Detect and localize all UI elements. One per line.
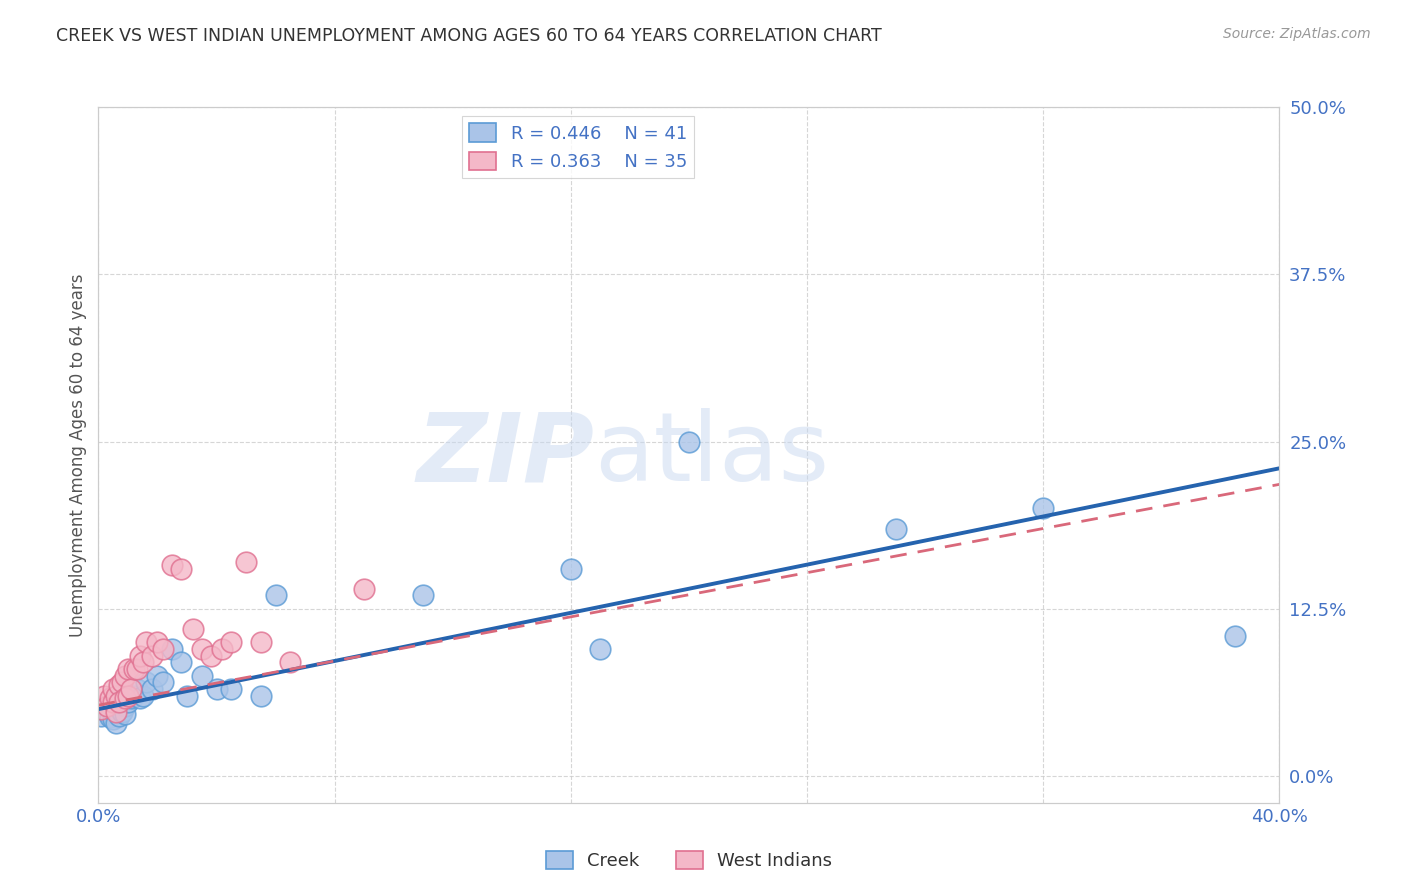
Point	[114, 699, 136, 714]
Point	[117, 689, 139, 703]
Point	[132, 689, 155, 703]
Point	[141, 648, 163, 663]
Point	[117, 662, 139, 676]
Point	[146, 669, 169, 683]
Point	[108, 708, 131, 723]
Point	[1032, 501, 1054, 516]
Point	[235, 555, 257, 569]
Point	[162, 558, 183, 572]
Point	[98, 699, 121, 714]
Point	[111, 675, 134, 690]
Point	[589, 642, 612, 657]
Point	[98, 691, 121, 706]
Point	[90, 708, 112, 723]
Point	[98, 710, 121, 724]
Point	[191, 642, 214, 657]
Point	[125, 681, 148, 696]
Point	[93, 689, 115, 703]
Point	[211, 642, 233, 657]
Point	[250, 635, 273, 649]
Point	[412, 589, 434, 603]
Point	[111, 696, 134, 710]
Point	[219, 681, 242, 696]
Y-axis label: Unemployment Among Ages 60 to 64 years: Unemployment Among Ages 60 to 64 years	[69, 273, 87, 637]
Point	[200, 648, 222, 663]
Point	[170, 562, 193, 576]
Point	[103, 681, 125, 696]
Point	[1223, 628, 1246, 642]
Point	[678, 434, 700, 449]
Point	[114, 707, 136, 722]
Point	[122, 662, 145, 676]
Point	[108, 696, 131, 710]
Point	[93, 702, 115, 716]
Point	[90, 702, 112, 716]
Point	[96, 699, 118, 714]
Text: CREEK VS WEST INDIAN UNEMPLOYMENT AMONG AGES 60 TO 64 YEARS CORRELATION CHART: CREEK VS WEST INDIAN UNEMPLOYMENT AMONG …	[56, 27, 882, 45]
Point	[105, 705, 128, 719]
Point	[103, 696, 125, 710]
Point	[103, 712, 125, 726]
Point	[117, 689, 139, 703]
Point	[162, 642, 183, 657]
Point	[250, 689, 273, 703]
Text: ZIP: ZIP	[416, 409, 595, 501]
Point	[264, 589, 287, 603]
Point	[141, 681, 163, 696]
Point	[125, 662, 148, 676]
Point	[278, 655, 302, 669]
Point	[135, 635, 157, 649]
Point	[132, 655, 155, 669]
Point	[135, 675, 157, 690]
Point	[114, 691, 136, 706]
Point	[105, 702, 128, 716]
Point	[181, 622, 204, 636]
Point	[122, 689, 145, 703]
Point	[560, 562, 582, 576]
Point	[205, 681, 228, 696]
Point	[117, 696, 139, 710]
Point	[152, 642, 174, 657]
Point	[146, 635, 169, 649]
Point	[96, 705, 118, 719]
Point	[120, 691, 142, 706]
Legend: Creek, West Indians: Creek, West Indians	[538, 844, 839, 877]
Point	[111, 705, 134, 719]
Point	[120, 681, 142, 696]
Point	[105, 715, 128, 730]
Point	[103, 696, 125, 710]
Point	[108, 699, 131, 714]
Text: Source: ZipAtlas.com: Source: ZipAtlas.com	[1223, 27, 1371, 41]
Point	[114, 669, 136, 683]
Point	[884, 521, 907, 535]
Point	[105, 689, 128, 703]
Text: atlas: atlas	[595, 409, 830, 501]
Point	[128, 648, 150, 663]
Point	[353, 582, 375, 596]
Point	[128, 691, 150, 706]
Point	[170, 655, 193, 669]
Point	[191, 669, 214, 683]
Point	[219, 635, 242, 649]
Point	[152, 675, 174, 690]
Point	[108, 678, 131, 692]
Point	[176, 689, 198, 703]
